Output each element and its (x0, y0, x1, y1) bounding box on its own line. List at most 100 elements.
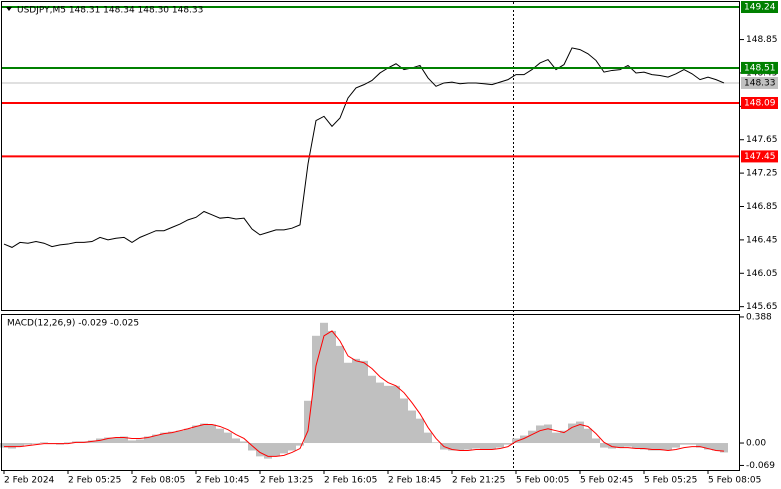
histogram-bar (696, 443, 704, 448)
histogram-bar (632, 443, 640, 449)
title-arrow (6, 7, 12, 11)
histogram-bar (8, 443, 16, 449)
level-box (741, 1, 778, 14)
histogram-bar (624, 443, 632, 447)
histogram-bar (488, 443, 496, 450)
histogram-bar (128, 440, 136, 444)
price-frame (1, 1, 740, 311)
histogram-bar (64, 442, 72, 444)
histogram-bar (312, 335, 320, 444)
histogram-bar (232, 438, 240, 444)
histogram-bar (280, 443, 288, 454)
level-box (741, 96, 778, 109)
histogram-bar (0, 443, 8, 448)
macd-title: MACD(12,26,9) -0.029 -0.025 (7, 319, 139, 329)
histogram-bar (424, 432, 432, 444)
histogram-bar (352, 358, 360, 444)
histogram-bar (456, 443, 464, 451)
histogram-bar (384, 385, 392, 444)
x-tick-label: 5 Feb 05:25 (644, 476, 697, 486)
histogram-bar (688, 443, 696, 445)
histogram-bar (40, 442, 48, 444)
histogram-bar (192, 425, 200, 444)
x-tick-label: 2 Feb 05:25 (68, 476, 121, 486)
last-price-box (741, 76, 778, 89)
histogram-bar (144, 436, 152, 444)
histogram-bar (136, 439, 144, 444)
histogram-bar (592, 438, 600, 444)
x-tick-label: 5 Feb 00:05 (516, 476, 569, 486)
histogram-bar (304, 400, 312, 444)
histogram-bar (616, 443, 624, 448)
x-tick-label: 2 Feb 18:45 (388, 476, 441, 486)
histogram-bar (16, 443, 24, 447)
histogram-bar (376, 382, 384, 444)
histogram-bar (400, 398, 408, 444)
x-tick-label: 2 Feb 13:25 (260, 476, 313, 486)
level-label: 149.24 (744, 3, 776, 13)
histogram-bar (576, 421, 584, 444)
y-tick-label: 145.65 (746, 302, 778, 312)
histogram-bar (24, 443, 32, 445)
histogram-bar (512, 438, 520, 444)
histogram-bar (288, 443, 296, 451)
histogram-bar (504, 443, 512, 445)
histogram-bar (648, 443, 656, 451)
y-tick-label: 0.388 (746, 312, 772, 322)
histogram-bar (184, 428, 192, 444)
y-tick-label: 146.85 (746, 202, 778, 212)
histogram-bar (240, 441, 248, 444)
histogram-bar (368, 375, 376, 444)
histogram-bar (248, 443, 256, 451)
histogram-bar (320, 322, 328, 444)
x-tick-label: 2 Feb 21:25 (452, 476, 505, 486)
histogram-bar (560, 430, 568, 444)
x-tick-label: 5 Feb 08:05 (708, 476, 761, 486)
histogram-bar (656, 443, 664, 451)
histogram-bar (264, 443, 272, 459)
histogram-bar (496, 443, 504, 448)
histogram-bar (704, 443, 712, 450)
price-title: USDJPY,M5 148.31 148.34 148.30 148.33 (17, 6, 203, 16)
level-label: 147.45 (744, 152, 776, 162)
y-tick-label: 0.00 (746, 439, 766, 449)
histogram-bar (432, 442, 440, 444)
histogram-bar (344, 362, 352, 444)
histogram-bar (552, 432, 560, 444)
macd-frame (1, 314, 740, 471)
histogram-bar (208, 424, 216, 444)
histogram-bar (568, 423, 576, 444)
y-tick-label: 147.25 (746, 169, 778, 179)
histogram-bar (272, 443, 280, 457)
histogram-bar (336, 345, 344, 444)
x-tick-label: 2 Feb 16:05 (324, 476, 377, 486)
histogram-bar (448, 443, 456, 451)
histogram-bar (536, 425, 544, 444)
histogram-bar (392, 385, 400, 444)
histogram-bar (608, 443, 616, 449)
histogram-bar (176, 430, 184, 444)
histogram-bar (600, 443, 608, 448)
histogram-bar (416, 418, 424, 444)
y-tick-label: -0.069 (746, 461, 775, 471)
histogram-bar (584, 428, 592, 444)
level-label: 148.09 (744, 98, 776, 108)
histogram-bar (680, 443, 688, 445)
histogram-bar (112, 437, 120, 444)
histogram-bar (152, 434, 160, 444)
price-line (3, 47, 725, 248)
histogram-bar (216, 428, 224, 444)
x-tick-label: 2 Feb 2024 (4, 476, 55, 486)
histogram-bar (168, 431, 176, 444)
signal-line (4, 330, 725, 457)
histogram-bar (328, 330, 336, 444)
y-tick-label: 147.65 (746, 135, 778, 145)
y-tick-label: 146.05 (746, 269, 778, 279)
histogram-bar (520, 435, 528, 444)
histogram-bar (408, 410, 416, 444)
histogram-bar (256, 443, 264, 457)
histogram-bar (544, 424, 552, 444)
